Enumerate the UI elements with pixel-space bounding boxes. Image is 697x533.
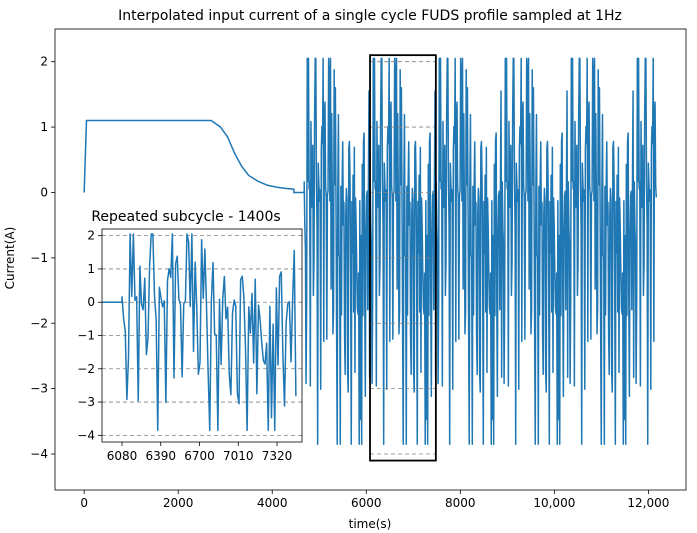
x-tick-label: 2000 bbox=[163, 496, 194, 510]
y-tick-label: −1 bbox=[30, 251, 48, 265]
highlight-box bbox=[369, 54, 437, 462]
inset-y-tick-label: 2 bbox=[87, 229, 95, 243]
y-axis-label: Current(A) bbox=[3, 227, 17, 290]
inset-title: Repeated subcycle - 1400s bbox=[91, 209, 280, 225]
y-tick-label: −3 bbox=[30, 382, 48, 396]
main-plot-frame bbox=[54, 28, 687, 491]
y-axis-ticks: −4 −3 −2 −1 0 1 2 bbox=[30, 55, 55, 461]
series-ramp-line bbox=[83, 119, 305, 194]
x-tick-label: 10,000 bbox=[533, 496, 575, 510]
inset-y-tick-label: −3 bbox=[77, 395, 95, 409]
inset-y-tick-label: 1 bbox=[87, 262, 95, 276]
y-tick-label: 2 bbox=[40, 55, 48, 69]
inset-series-line bbox=[102, 233, 297, 432]
x-tick-label: 0 bbox=[80, 496, 88, 510]
inset-subcycle-line bbox=[102, 233, 297, 432]
x-tick-label: 12,000 bbox=[627, 496, 669, 510]
series-oscillation-line bbox=[303, 57, 658, 445]
inset-y-tick-label: −1 bbox=[77, 329, 95, 343]
inset-y-tick-label: −2 bbox=[77, 362, 95, 376]
y-tick-label: 1 bbox=[40, 120, 48, 134]
main-series-line bbox=[83, 57, 658, 445]
inset-x-tick-label: 6700 bbox=[184, 449, 215, 463]
inset-x-tick-label: 6080 bbox=[107, 449, 138, 463]
y-tick-label: 0 bbox=[40, 185, 48, 199]
x-tick-label: 4000 bbox=[257, 496, 288, 510]
x-axis-ticks: 0 2000 4000 6000 8000 10,000 12,000 bbox=[80, 490, 669, 510]
y-tick-label: −4 bbox=[30, 447, 48, 461]
inset-x-tick-label: 6390 bbox=[145, 449, 176, 463]
inset-x-tick-label: 7010 bbox=[223, 449, 254, 463]
x-axis-label: time(s) bbox=[349, 517, 392, 531]
inset-y-tick-label: −4 bbox=[77, 428, 95, 442]
inset-x-tick-label: 7320 bbox=[262, 449, 293, 463]
inset-y-axis-ticks: −4 −3 −2 −1 0 1 2 bbox=[77, 229, 102, 442]
y-tick-label: −2 bbox=[30, 316, 48, 330]
highlight-region bbox=[369, 54, 437, 462]
inset-y-tick-label: 0 bbox=[87, 295, 95, 309]
x-tick-label: 8000 bbox=[445, 496, 476, 510]
x-tick-label: 6000 bbox=[351, 496, 382, 510]
chart-title: Interpolated input current of a single c… bbox=[118, 8, 622, 24]
inset-x-axis-ticks: 6080 6390 6700 7010 7320 bbox=[107, 442, 293, 463]
inset-panel: Repeated subcycle - 1400s 6080 6390 6700 70… bbox=[77, 209, 303, 463]
